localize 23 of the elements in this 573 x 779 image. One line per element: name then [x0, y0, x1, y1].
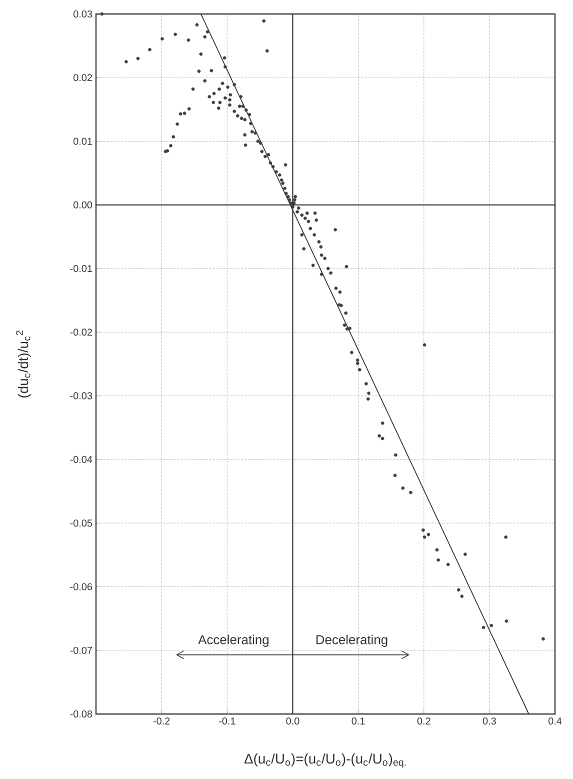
y-tick-label: -0.04 — [70, 456, 92, 463]
annotation: Accelerating — [198, 634, 268, 647]
y-axis-title: (du$_{c}$/dt)/u$_{c}$2 — [16, 330, 31, 398]
y-tick-label: -0.06 — [70, 583, 92, 590]
y-tick-label: -0.05 — [70, 520, 92, 527]
text: Δ(u$_{c}$/U$_{o}$)=(u$_{c}$/U$_{o}$)-(u$_{c}$/U$_{o}$)$_{eq.}$ — [244, 753, 406, 768]
y-tick-label: 0.01 — [73, 138, 92, 145]
y-tick-label: -0.08 — [70, 710, 92, 718]
annotation: Decelerating — [316, 634, 388, 647]
y-tick-label: 0.02 — [73, 74, 92, 82]
x-tick-label: 0.0 — [286, 718, 300, 725]
x-tick-label: -0.1 — [219, 718, 236, 725]
x-tick-label: 0.1 — [352, 718, 365, 725]
y-tick-label: 0.03 — [73, 10, 92, 18]
y-tick-label: 0.00 — [73, 201, 92, 208]
y-tick-label: -0.03 — [70, 392, 92, 400]
y-tick-label: -0.01 — [70, 265, 92, 272]
x-tick-label: 0.2 — [417, 718, 430, 725]
y-tick-label: -0.07 — [70, 646, 92, 654]
x-tick-label: 0.3 — [482, 718, 496, 725]
x-tick-label: 0.4 — [548, 718, 562, 725]
x-tick-label: -0.2 — [153, 718, 170, 725]
y-tick-label: -0.02 — [70, 328, 92, 336]
